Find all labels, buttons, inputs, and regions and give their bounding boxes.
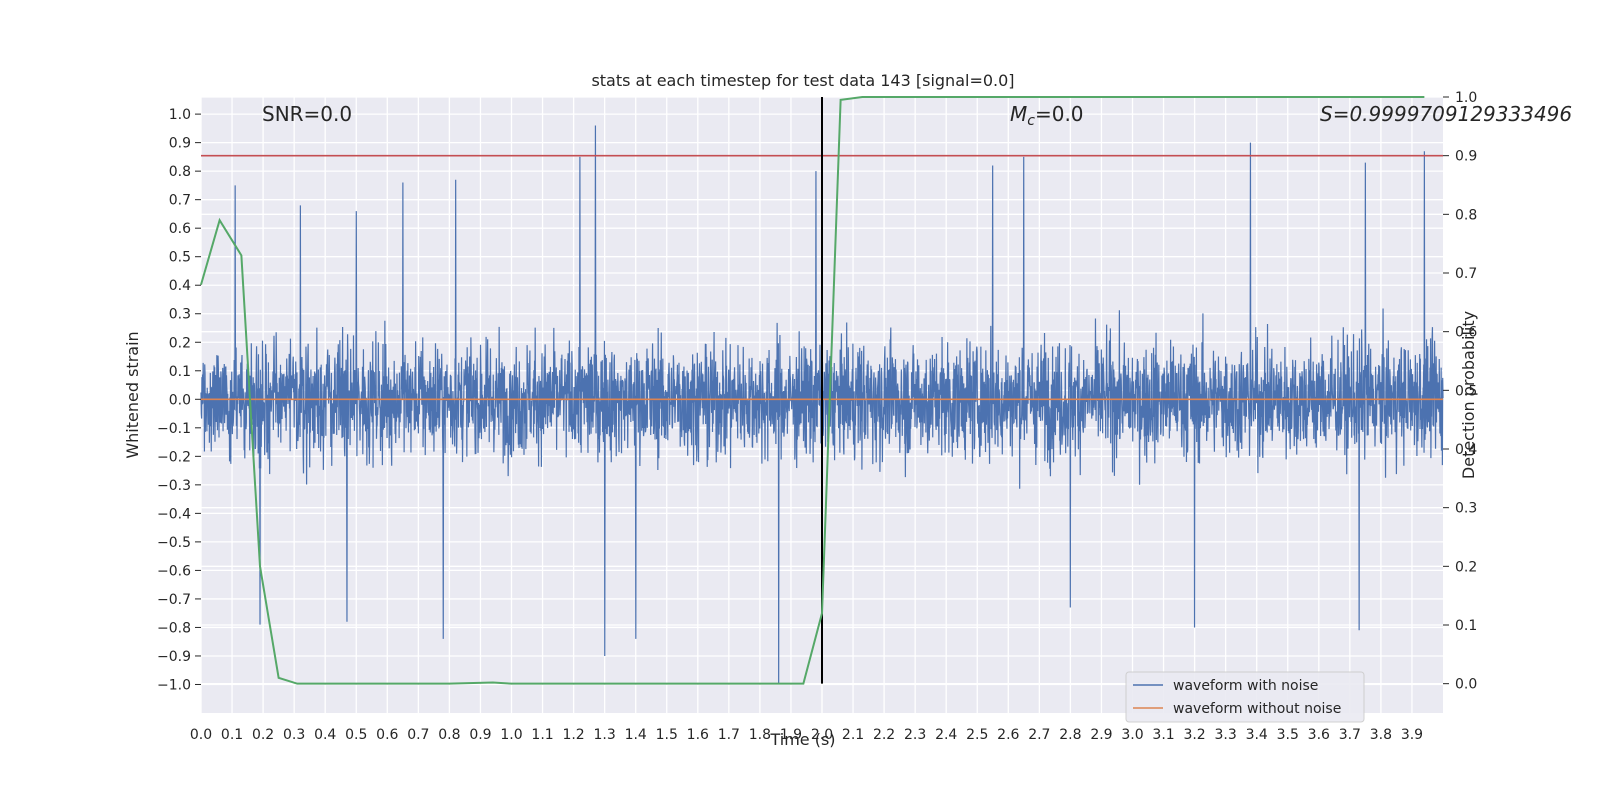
x-tick-label: 3.6	[1308, 727, 1330, 743]
chirp-mass-value: =0.0	[1035, 102, 1084, 126]
x-tick-label: 0.1	[221, 727, 243, 743]
x-tick-label: 3.9	[1401, 727, 1423, 743]
x-tick-label: 1.1	[531, 727, 553, 743]
left-y-tick-label: −0.9	[157, 649, 191, 665]
chart-title: stats at each timestep for test data 143…	[591, 71, 1014, 90]
x-tick-label: 2.8	[1059, 727, 1081, 743]
right-y-tick-label: 0.1	[1455, 618, 1477, 634]
left-y-tick-label: 0.5	[169, 250, 191, 266]
left-y-tick-label: −0.1	[157, 421, 191, 437]
x-tick-label: 2.1	[842, 727, 864, 743]
x-tick-label: 1.4	[625, 727, 647, 743]
right-y-tick-label: 0.8	[1455, 207, 1477, 223]
x-tick-label: 3.4	[1246, 727, 1268, 743]
left-y-tick-label: −0.4	[157, 506, 191, 522]
x-tick-label: 0.2	[252, 727, 274, 743]
x-tick-label: 0.3	[283, 727, 305, 743]
chirp-mass-annotation: Mc=0.0	[1010, 102, 1084, 129]
x-tick-label: 2.4	[935, 727, 957, 743]
x-tick-label: 2.7	[1028, 727, 1050, 743]
chirp-mass-subscript: c	[1027, 113, 1035, 129]
left-y-tick-label: −0.2	[157, 449, 191, 465]
left-y-tick-label: −0.8	[157, 620, 191, 636]
left-y-tick-label: −1.0	[157, 677, 191, 693]
left-y-tick-label: 1.0	[169, 107, 191, 123]
left-y-tick-label: 0.4	[169, 278, 191, 294]
score-annotation: S=0.9999709129333496	[1320, 102, 1572, 126]
x-tick-label: 2.9	[1090, 727, 1112, 743]
left-y-tick-label: 0.0	[169, 392, 191, 408]
x-axis-label: Time (s)	[769, 730, 835, 749]
left-y-tick-label: −0.5	[157, 535, 191, 551]
left-y-tick-label: 0.9	[169, 136, 191, 152]
x-tick-label: 2.2	[873, 727, 895, 743]
right-y-axis-label: Detection probability	[1459, 311, 1478, 479]
x-tick-labels: 0.0 0.1 0.2 0.3 0.4 0.5 0.6 0.7 0.8 0.9 1.0 1.1 1.2 1…	[190, 727, 1423, 743]
left-y-tick-label: 0.7	[169, 193, 191, 209]
right-y-tick-label: 0.6	[1455, 325, 1477, 341]
x-tick-label: 0.9	[469, 727, 491, 743]
series-detection-probability	[200, 96, 1425, 685]
x-tick-label: 2.5	[966, 727, 988, 743]
x-tick-label: 1.0	[500, 727, 522, 743]
legend-entry-waveform-without-noise: waveform without noise	[1173, 701, 1341, 717]
snr-annotation: SNR=0.0	[262, 102, 352, 126]
x-tick-label: 2.0	[811, 727, 833, 743]
left-y-tick-label: 0.6	[169, 221, 191, 237]
x-tick-label: 3.1	[1152, 727, 1174, 743]
x-tick-label: 3.2	[1183, 727, 1205, 743]
right-y-tick-label: 0.5	[1455, 383, 1477, 399]
right-y-tick-label: 0.3	[1455, 501, 1477, 517]
x-tick-label: 2.6	[997, 727, 1019, 743]
right-y-tick-labels: 1.0 0.9 0.8 0.7 0.6 0.5 0.4 0.3 0.2 0.1 0.0	[1443, 90, 1477, 693]
chirp-mass-symbol: M	[1010, 102, 1027, 126]
legend-entry-waveform-with-noise: waveform with noise	[1173, 678, 1318, 694]
x-tick-label: 0.4	[314, 727, 336, 743]
x-tick-label: 0.6	[376, 727, 398, 743]
x-tick-label: 1.5	[656, 727, 678, 743]
x-tick-label: 0.5	[345, 727, 367, 743]
x-tick-label: 1.7	[718, 727, 740, 743]
legend: waveform with noise waveform without noi…	[1125, 671, 1365, 723]
x-tick-label: 1.8	[749, 727, 771, 743]
right-y-tick-label: 0.2	[1455, 559, 1477, 575]
left-y-tick-label: 0.8	[169, 164, 191, 180]
x-tick-label: 1.6	[687, 727, 709, 743]
x-tick-label: 3.5	[1277, 727, 1299, 743]
x-tick-label: 2.3	[904, 727, 926, 743]
x-tick-label: 1.9	[780, 727, 802, 743]
x-tick-label: 3.0	[1121, 727, 1143, 743]
x-tick-label: 3.3	[1215, 727, 1237, 743]
left-y-tick-label: 0.3	[169, 307, 191, 323]
left-y-tick-label: −0.6	[157, 563, 191, 579]
x-tick-label: 0.7	[407, 727, 429, 743]
legend-box	[1125, 671, 1365, 723]
right-y-tick-label: 0.4	[1455, 442, 1477, 458]
x-tick-label: 0.0	[190, 727, 212, 743]
x-tick-label: 1.2	[562, 727, 584, 743]
right-y-tick-label: 0.0	[1455, 677, 1477, 693]
right-y-tick-label: 0.9	[1455, 149, 1477, 165]
left-y-tick-label: −0.3	[157, 478, 191, 494]
right-y-tick-label: 0.7	[1455, 266, 1477, 282]
left-y-tick-label: 0.2	[169, 335, 191, 351]
right-y-tick-label: 1.0	[1455, 90, 1477, 106]
x-tick-label: 0.8	[438, 727, 460, 743]
x-tick-label: 3.8	[1370, 727, 1392, 743]
left-y-tick-labels: 1.0 0.9 0.8 0.7 0.6 0.5 0.4 0.3 0.2 0.1 0.0 −0.1 −0.…	[157, 107, 201, 693]
left-y-tick-label: 0.1	[169, 364, 191, 380]
left-y-tick-label: −0.7	[157, 592, 191, 608]
left-y-axis-label: Whitened strain	[123, 331, 142, 458]
x-tick-label: 3.7	[1339, 727, 1361, 743]
x-tick-label: 1.3	[594, 727, 616, 743]
